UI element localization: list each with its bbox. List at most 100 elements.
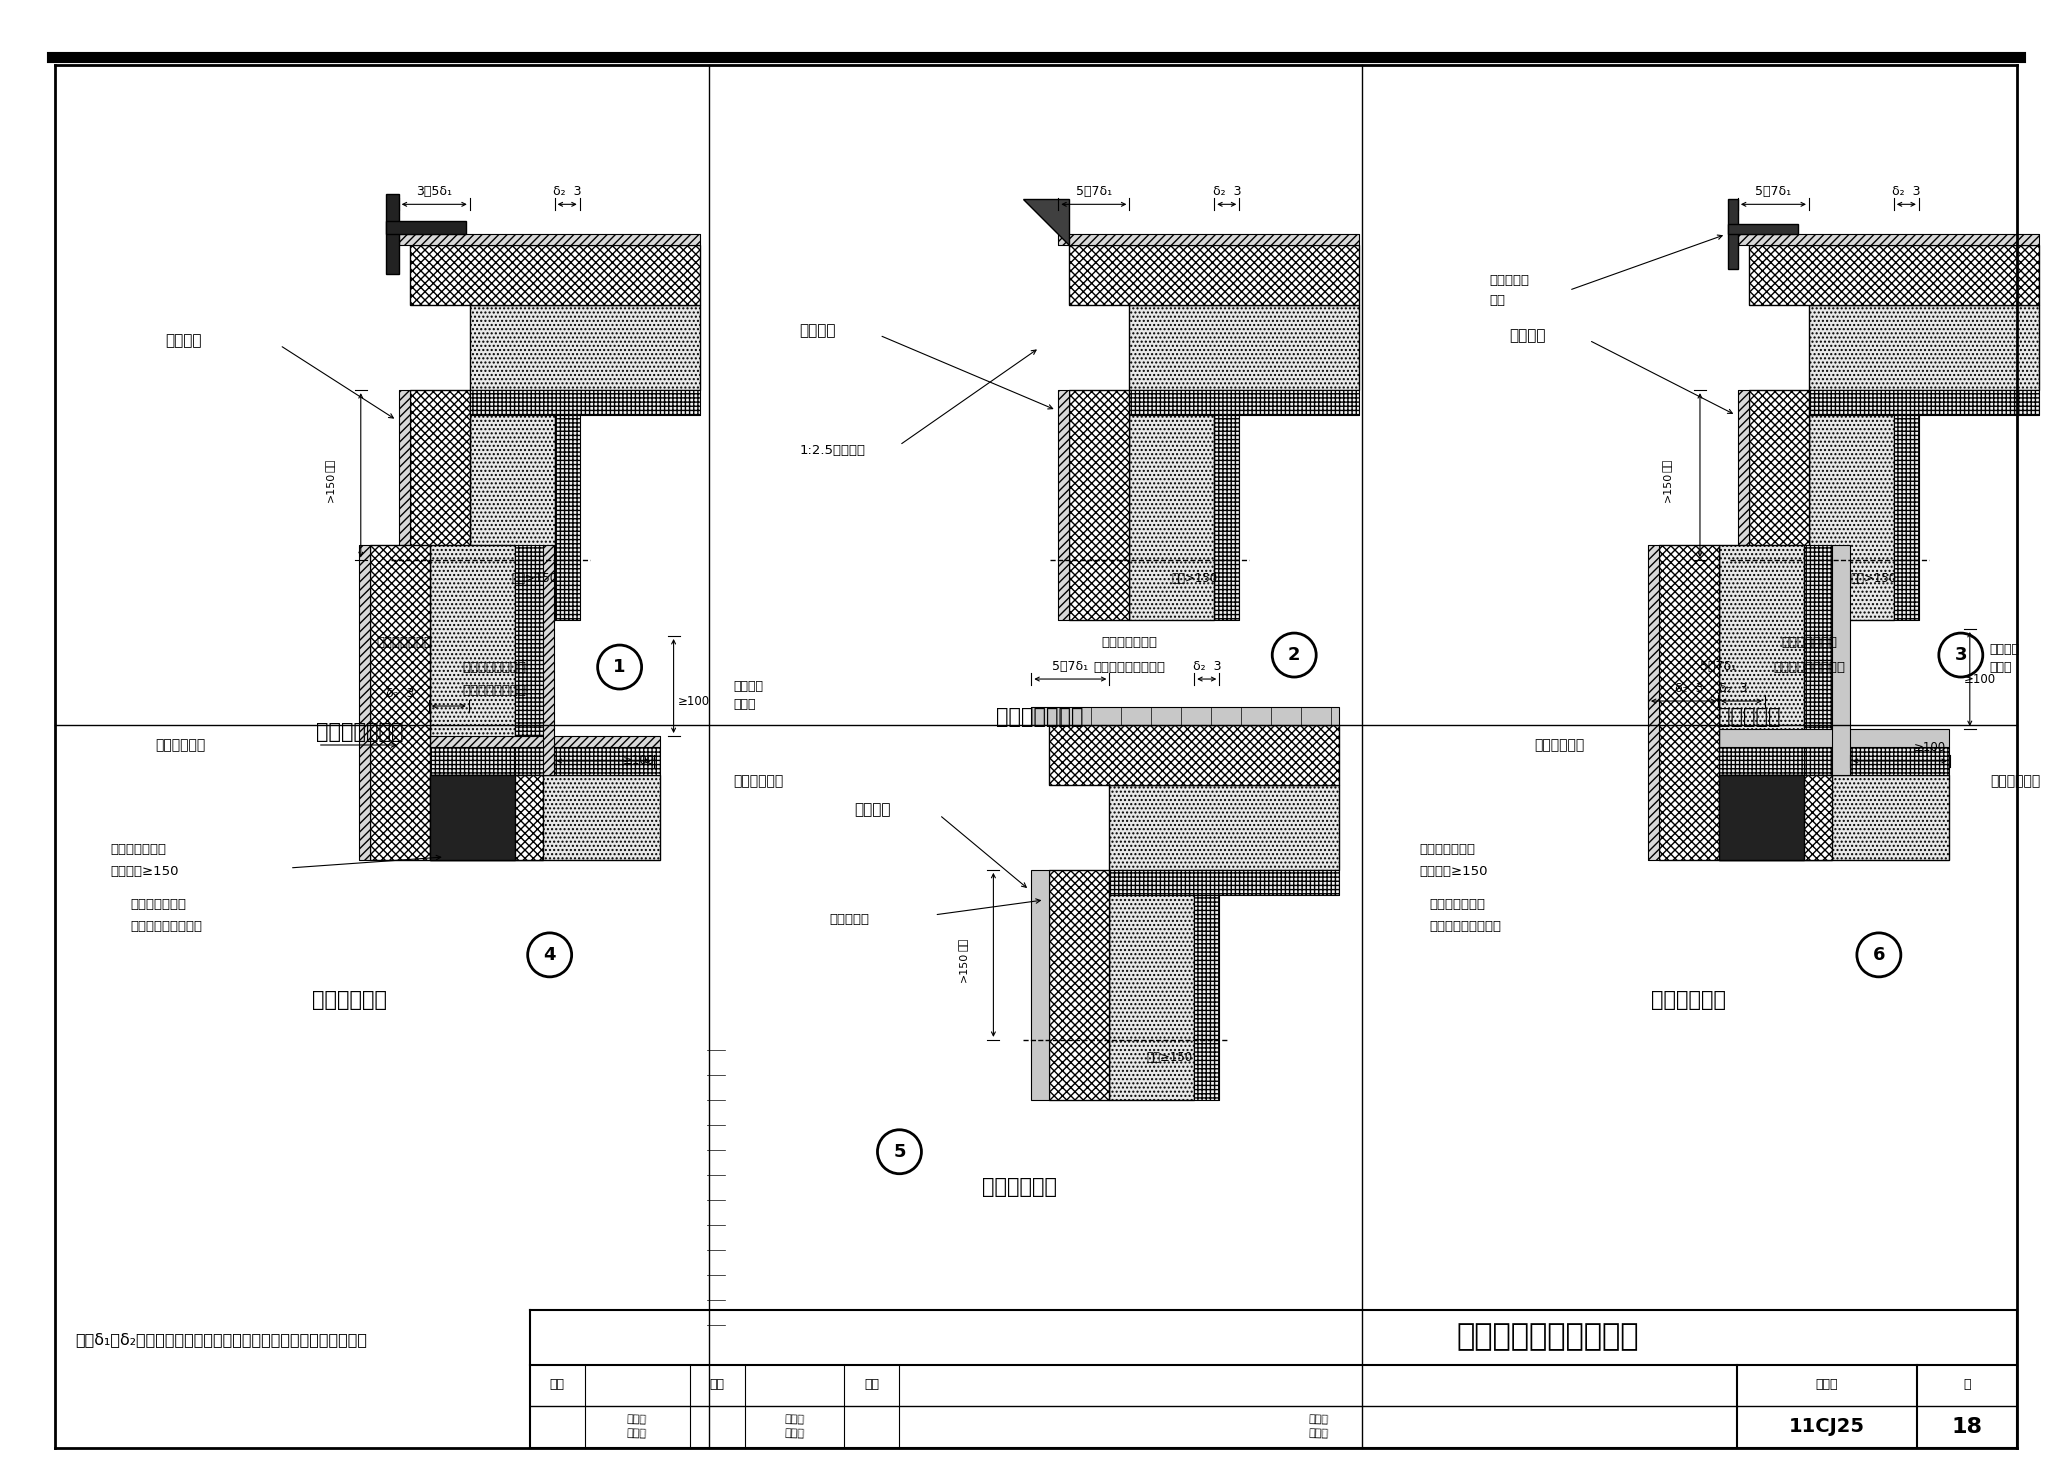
Text: 玻纤网格: 玻纤网格	[733, 679, 764, 693]
Polygon shape	[430, 775, 659, 860]
Polygon shape	[1069, 390, 1128, 620]
Text: 5～7δ₁: 5～7δ₁	[1700, 660, 1737, 672]
Polygon shape	[1729, 199, 1739, 269]
Text: 转角护角网格布: 转角护角网格布	[1419, 843, 1475, 857]
Text: ≥100: ≥100	[678, 694, 711, 707]
Polygon shape	[1194, 870, 1219, 1100]
Polygon shape	[1110, 870, 1194, 1100]
Polygon shape	[430, 736, 659, 747]
Text: 1: 1	[612, 659, 627, 676]
Text: 2: 2	[1288, 645, 1300, 665]
Text: 注：δ₁、δ₂分别为外保温层、内保温层厚度，由个体工程设计定。: 注：δ₁、δ₂分别为外保温层、内保温层厚度，由个体工程设计定。	[76, 1332, 367, 1347]
Text: 5～7δ₁: 5～7δ₁	[1053, 660, 1087, 672]
Polygon shape	[1024, 199, 1069, 245]
Polygon shape	[555, 390, 580, 620]
Polygon shape	[514, 545, 543, 775]
Polygon shape	[1032, 870, 1049, 1100]
Text: 转角护角网格布: 转角护角网格布	[111, 843, 166, 857]
Text: ≥100: ≥100	[1913, 741, 1946, 755]
Polygon shape	[1729, 225, 1798, 235]
Polygon shape	[1718, 775, 1950, 860]
Polygon shape	[1718, 730, 1950, 747]
Polygon shape	[1049, 725, 1339, 784]
Text: 搭接≥150: 搭接≥150	[1147, 1052, 1192, 1065]
Text: 6: 6	[1872, 945, 1884, 964]
Text: δ₂  3: δ₂ 3	[553, 185, 582, 198]
Text: 钱叫龙: 钱叫龙	[1309, 1428, 1329, 1439]
Text: 蔡鹏朝: 蔡鹏朝	[1309, 1415, 1329, 1425]
Text: δ₂  3: δ₂ 3	[1675, 681, 1704, 694]
Polygon shape	[430, 545, 514, 775]
Text: 水泥砂浆暗护角: 水泥砂浆暗护角	[995, 707, 1083, 727]
Polygon shape	[543, 545, 553, 775]
Polygon shape	[1718, 747, 1950, 775]
Text: 3～5δ₁: 3～5δ₁	[416, 185, 453, 198]
Polygon shape	[399, 390, 410, 620]
Text: 页: 页	[1964, 1378, 1970, 1391]
Text: 复合耐碱网格布一层: 复合耐碱网格布一层	[1094, 660, 1165, 674]
Text: 合耐碱网格布一层: 合耐碱网格布一层	[463, 684, 526, 697]
Polygon shape	[1831, 545, 1849, 775]
Polygon shape	[1110, 870, 1339, 895]
Text: 搭接>150: 搭接>150	[1851, 572, 1896, 585]
Text: 涂料饰面: 涂料饰面	[799, 323, 836, 338]
Text: 4: 4	[543, 945, 555, 964]
Text: 玻纤网格: 玻纤网格	[1991, 642, 2019, 656]
Text: 护角: 护角	[1489, 294, 1505, 307]
Text: 石膏轻质砂浆: 石膏轻质砂浆	[1991, 774, 2040, 787]
Text: 水泥护面胶浆层: 水泥护面胶浆层	[1782, 635, 1837, 648]
Text: 水泥护面胶浆层: 水泥护面胶浆层	[1102, 635, 1157, 648]
Polygon shape	[1804, 545, 1831, 775]
Text: >150: >150	[1663, 473, 1673, 502]
Polygon shape	[358, 545, 371, 860]
Text: 图集号: 图集号	[1817, 1378, 1839, 1391]
Text: 网格布加贴护角: 网格布加贴护角	[315, 722, 403, 741]
Text: 搭接: 搭接	[958, 938, 969, 951]
Text: 设计: 设计	[864, 1378, 879, 1391]
Polygon shape	[1739, 235, 2038, 245]
Polygon shape	[399, 235, 700, 245]
Polygon shape	[410, 245, 700, 306]
Text: 保温墙阳角、阴角构造: 保温墙阳角、阴角构造	[1456, 1322, 1638, 1351]
Text: 3: 3	[1954, 645, 1966, 665]
Text: 金属或塑料: 金属或塑料	[1489, 273, 1530, 287]
Text: 11CJ25: 11CJ25	[1788, 1416, 1866, 1436]
Text: 钱宏伟: 钱宏伟	[784, 1428, 805, 1439]
Text: 布包角: 布包角	[1991, 660, 2013, 674]
Polygon shape	[1808, 390, 1894, 620]
Polygon shape	[1739, 390, 1749, 620]
Text: >150: >150	[326, 473, 336, 502]
Text: 5～7δ₁: 5～7δ₁	[1075, 185, 1112, 198]
Polygon shape	[430, 747, 659, 775]
Text: 搭接>150: 搭接>150	[1171, 572, 1217, 585]
Text: 石膏轻质砂浆: 石膏轻质砂浆	[733, 774, 784, 787]
Polygon shape	[1808, 390, 2038, 415]
Text: 单边转搭≥150: 单边转搭≥150	[1419, 866, 1487, 879]
Text: 玻纤网格布: 玻纤网格布	[829, 913, 870, 926]
Text: 复合耐碱网格布一层: 复合耐碱网格布一层	[129, 920, 203, 933]
Text: δ₂  3: δ₂ 3	[385, 687, 414, 700]
Text: 水泥护面胶浆层复: 水泥护面胶浆层复	[463, 660, 526, 674]
Text: 水泥轻质砂浆: 水泥轻质砂浆	[156, 738, 205, 752]
Text: 复合耐碱网格布两层: 复合耐碱网格布两层	[1430, 920, 1501, 933]
Polygon shape	[1032, 707, 1339, 725]
Polygon shape	[430, 775, 514, 860]
Polygon shape	[1718, 545, 1804, 775]
Text: 搭接: 搭接	[1663, 458, 1673, 471]
Text: ≥100: ≥100	[1964, 672, 1997, 685]
Text: 涂料饰面阴角: 涂料饰面阴角	[311, 990, 387, 1010]
Text: 1:2.5水泥砂浆: 1:2.5水泥砂浆	[799, 443, 866, 456]
Polygon shape	[410, 390, 469, 620]
Polygon shape	[385, 222, 465, 235]
Polygon shape	[1059, 235, 1360, 245]
Text: 面砖饰面阳角: 面砖饰面阳角	[981, 1177, 1057, 1196]
Polygon shape	[385, 195, 399, 275]
Text: 校对: 校对	[709, 1378, 725, 1391]
Text: δ₂  3: δ₂ 3	[1892, 185, 1921, 198]
Text: 面砖饰面阴角: 面砖饰面阴角	[1651, 990, 1726, 1010]
Polygon shape	[1749, 390, 1808, 620]
Text: δ₂  3: δ₂ 3	[1718, 681, 1747, 694]
Polygon shape	[1110, 784, 1339, 870]
Text: 5～7δ₁: 5～7δ₁	[1755, 185, 1792, 198]
Text: 布包角: 布包角	[733, 697, 756, 710]
